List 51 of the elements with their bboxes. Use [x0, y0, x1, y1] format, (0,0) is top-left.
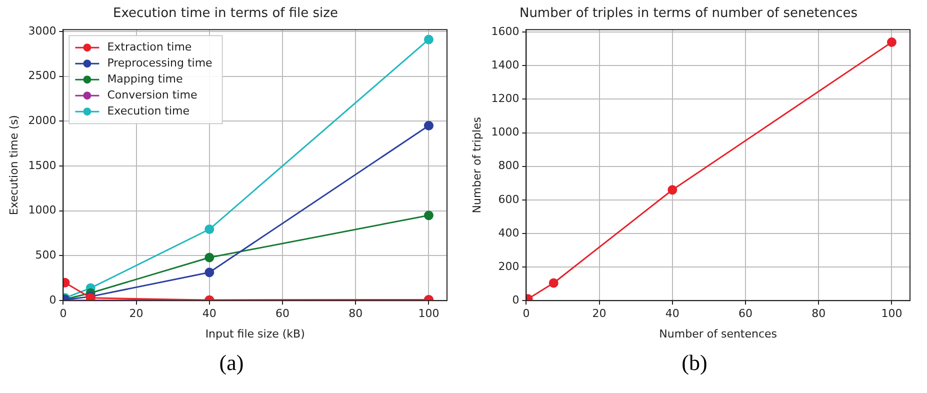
legend-label: Conversion time: [107, 88, 198, 102]
x-tick-label: 100: [418, 307, 440, 320]
y-tick-label: 1500: [28, 158, 56, 172]
y-tick-label: 1000: [491, 126, 520, 139]
y-tick-label: 3000: [28, 24, 56, 38]
x-tick-label: 20: [129, 307, 144, 320]
point: [886, 37, 896, 47]
y-axis-title: Execution time (s): [7, 115, 20, 216]
x-axis-title: Input file size (kB): [205, 327, 305, 340]
x-tick-label: 0: [60, 307, 67, 320]
x-tick-label: 100: [881, 307, 902, 320]
legend-label: Mapping time: [107, 72, 183, 86]
y-tick-label: 1000: [28, 204, 56, 217]
x-tick-label: 40: [665, 307, 680, 320]
x-axis-title: Number of sentences: [659, 327, 778, 340]
y-tick-label: 0: [49, 293, 56, 306]
y-axis-title: Number of triples: [470, 116, 484, 214]
y-tick-label: 2500: [28, 69, 56, 82]
legend-label: Execution time: [107, 104, 190, 118]
y-tick-label: 500: [35, 248, 56, 262]
x-tick-label: 60: [276, 307, 290, 320]
legend-label: Preprocessing time: [107, 56, 213, 70]
point: [204, 268, 214, 278]
chart-title: Execution time in terms of file size: [113, 6, 338, 22]
point: [204, 252, 214, 262]
point: [424, 210, 434, 220]
y-tick-label: 400: [498, 226, 520, 240]
y-tick-label: 0: [512, 293, 520, 306]
point: [204, 224, 214, 234]
x-tick-label: 40: [202, 307, 216, 320]
point: [668, 185, 678, 195]
point: [548, 278, 558, 288]
y-tick-label: 1400: [491, 58, 520, 72]
x-tick-label: 60: [738, 307, 753, 320]
text: (b): [680, 350, 708, 376]
x-tick-label: 80: [348, 307, 363, 320]
x-tick-label: 0: [522, 307, 530, 320]
point: [63, 278, 70, 288]
y-tick-label: 1600: [491, 24, 520, 38]
y-tick-label: 600: [498, 192, 520, 206]
chart-title: Number of triples in terms of number of senetences: [519, 6, 858, 22]
y-tick-label: 800: [498, 159, 520, 172]
point: [424, 34, 434, 44]
x-tick-label: 80: [812, 307, 826, 320]
y-tick-label: 2000: [28, 114, 56, 127]
y-tick-label: 200: [498, 260, 520, 273]
x-tick-label: 20: [592, 307, 606, 320]
legend-label: Extraction time: [107, 40, 192, 54]
text: (a): [218, 350, 245, 376]
point: [424, 120, 434, 130]
y-tick-label: 1200: [491, 92, 520, 106]
